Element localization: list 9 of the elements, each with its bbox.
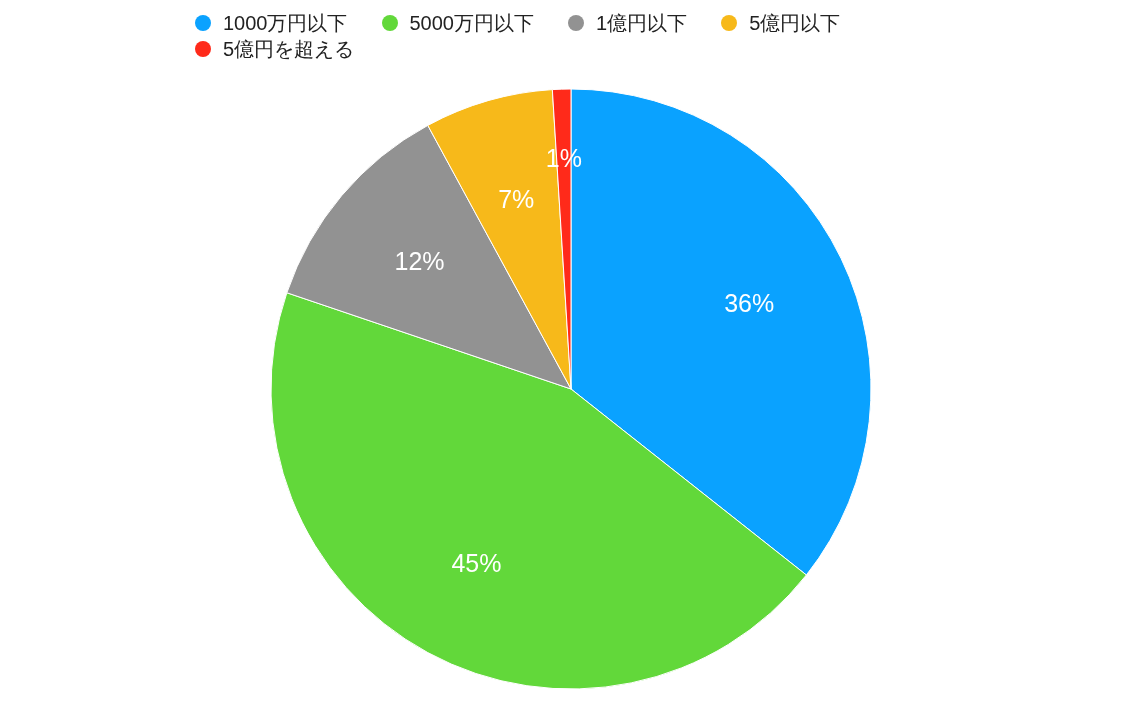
legend-label: 1000万円以下 <box>223 11 348 36</box>
legend-label: 5億円を超える <box>223 37 355 62</box>
legend-label: 1億円以下 <box>596 11 688 36</box>
data-label: 12% <box>394 247 445 276</box>
legend-label: 5000万円以下 <box>409 11 534 36</box>
data-label: 45% <box>451 548 502 577</box>
legend-label: 5億円以下 <box>749 11 841 36</box>
data-label: 7% <box>498 184 535 213</box>
data-label: 36% <box>724 288 775 317</box>
